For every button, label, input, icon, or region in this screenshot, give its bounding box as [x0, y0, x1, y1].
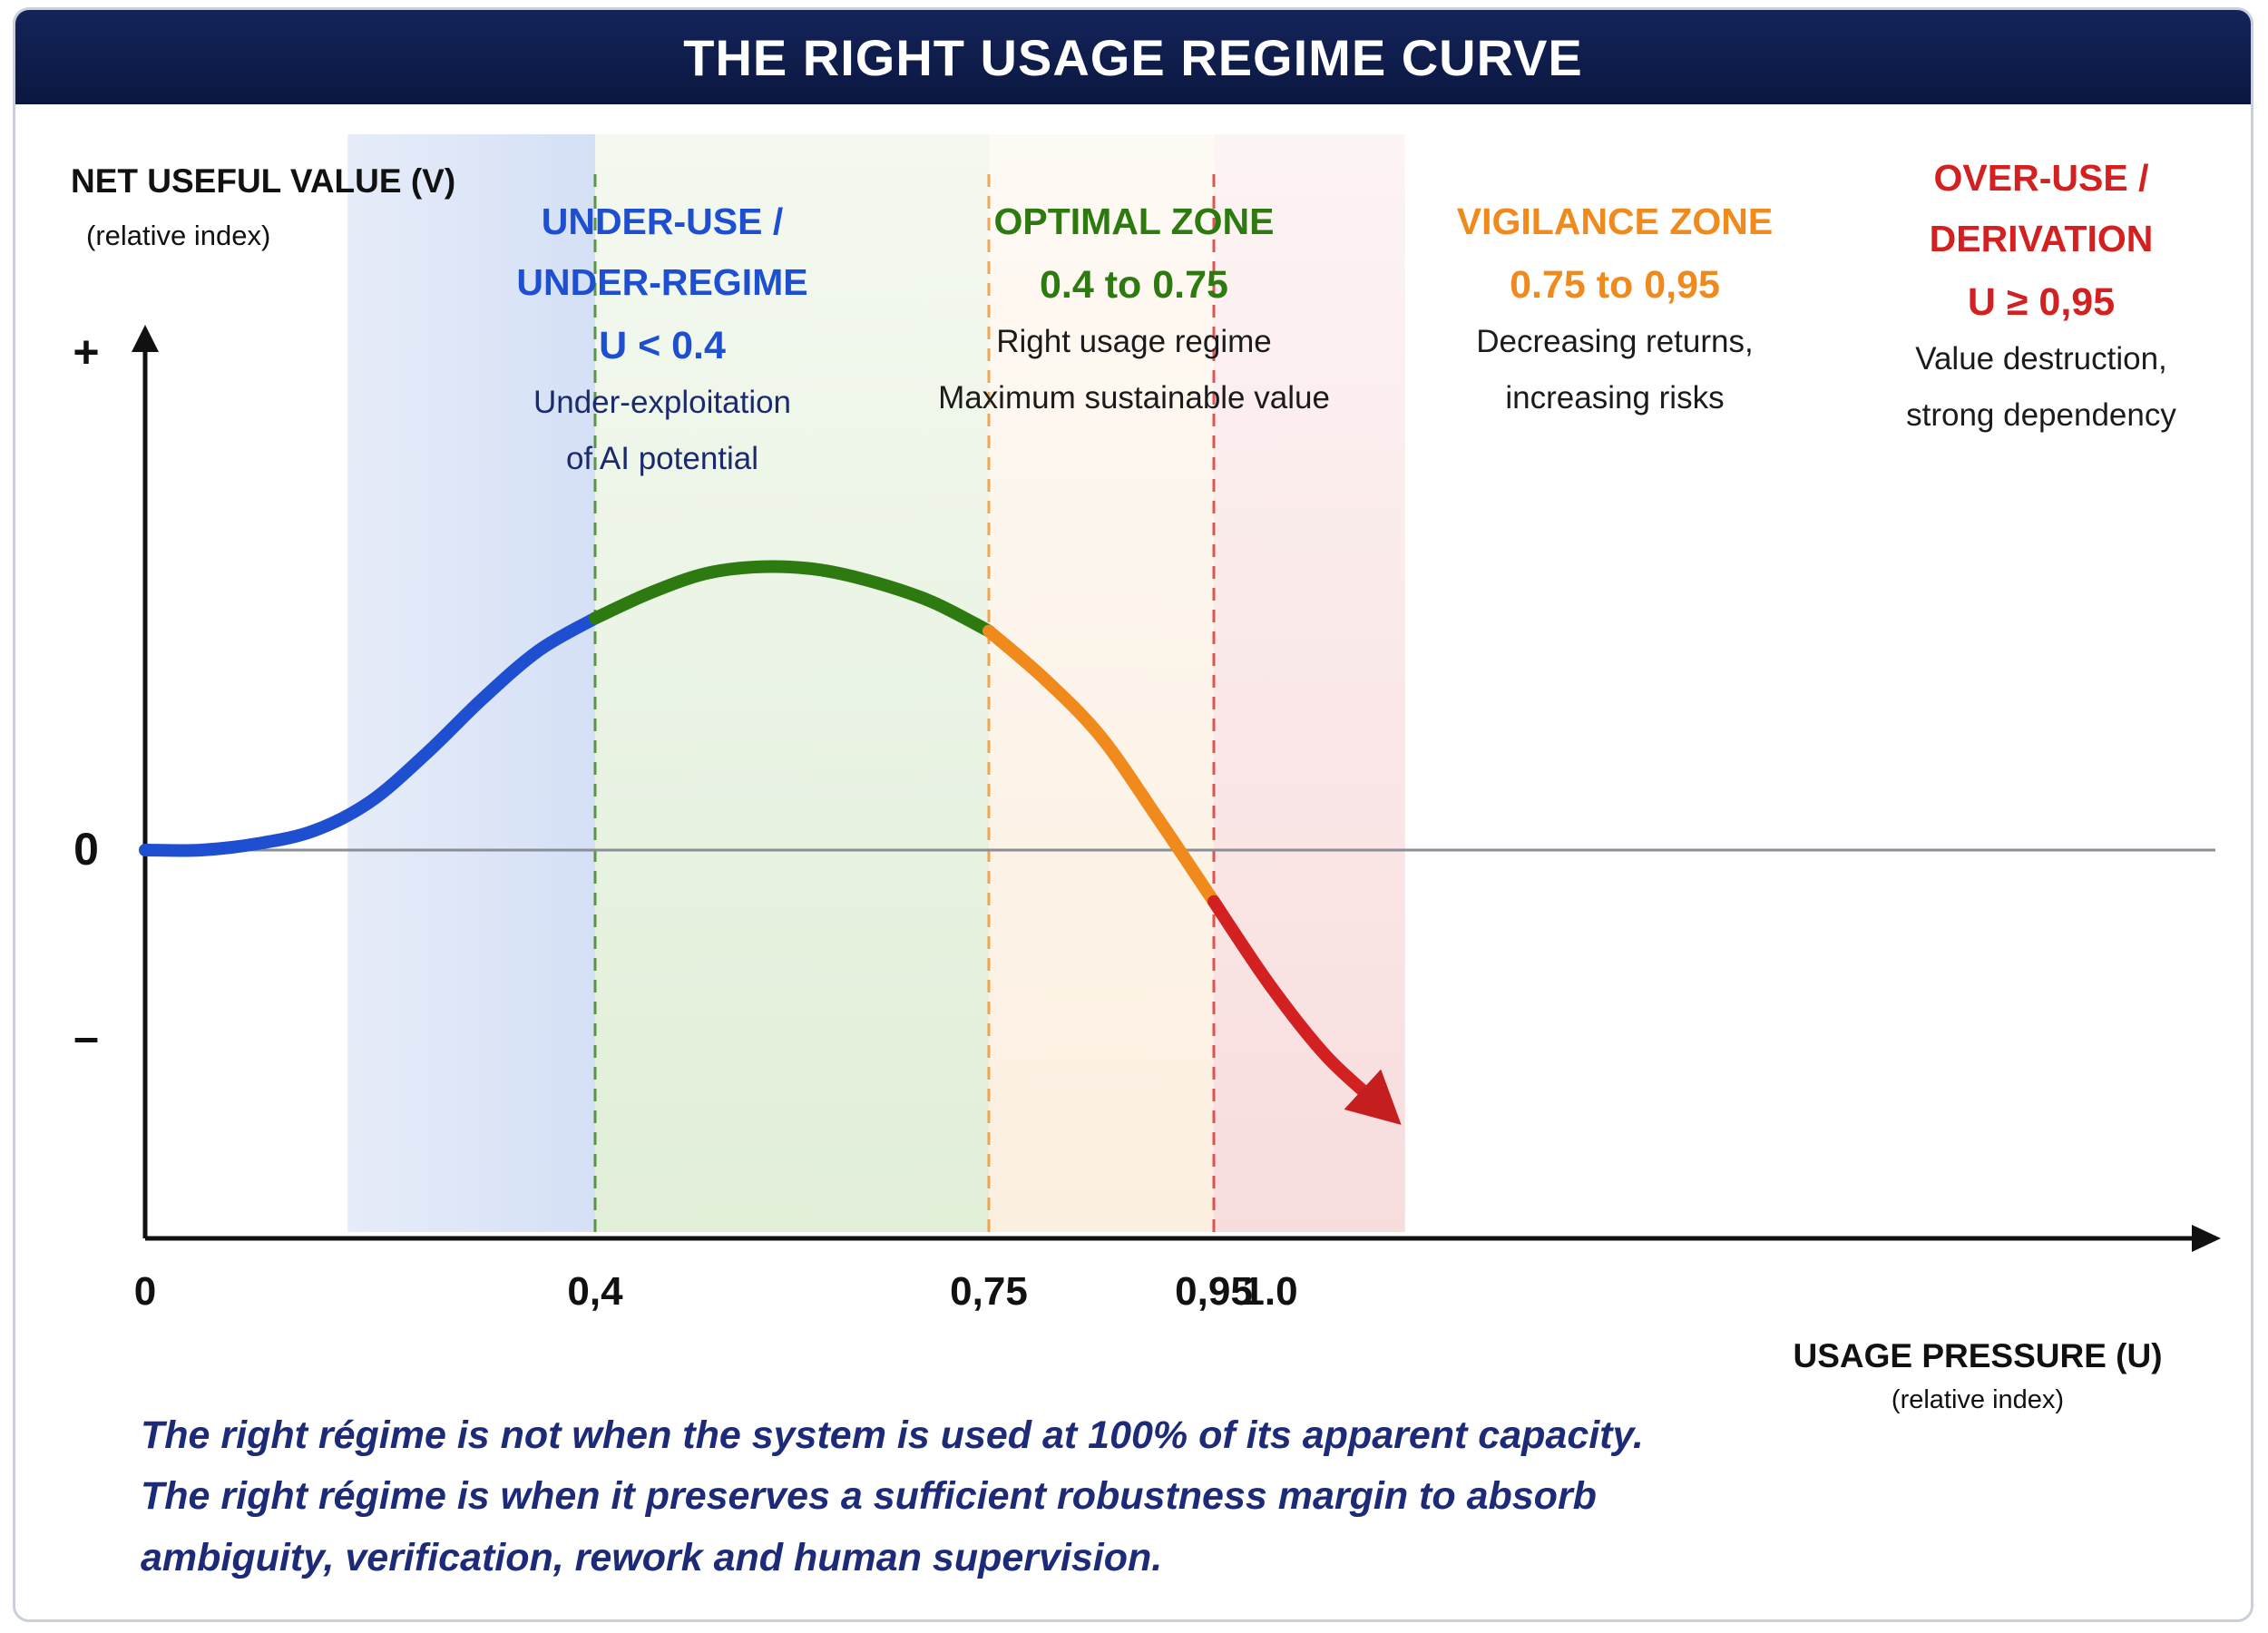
curve-segment-under-use — [139, 611, 601, 857]
y-tick-label: 0 — [73, 824, 99, 875]
zone-range: U < 0.4 — [599, 324, 726, 367]
footer-line-2: The right régime is when it preserves a … — [141, 1474, 1597, 1518]
zone-heading: OVER-USE / — [1934, 157, 2149, 199]
zone-description: increasing risks — [1505, 380, 1724, 416]
curve-segment-optimal — [589, 560, 995, 638]
footer-line-3: ambiguity, verification, rework and huma… — [141, 1536, 1163, 1579]
footer-line-1: The right régime is not when the system … — [141, 1413, 1644, 1457]
x-tick-label: 0,75 — [950, 1269, 1028, 1314]
x-tick-label: 0,95 — [1175, 1269, 1253, 1314]
zone-bg-over-use — [1214, 134, 1405, 1232]
x-axis-subtitle: (relative index) — [1892, 1385, 2064, 1414]
zone-heading: VIGILANCE ZONE — [1457, 200, 1774, 242]
x-axis-title: USAGE PRESSURE (U) — [1793, 1337, 2162, 1374]
zone-description: Decreasing returns, — [1476, 324, 1753, 359]
curve-segment-vigilance — [982, 624, 1220, 908]
title-bar: THE RIGHT USAGE REGIME CURVE — [15, 10, 2251, 104]
y-axis-subtitle: (relative index) — [86, 220, 270, 251]
zone-heading: UNDER-REGIME — [516, 261, 807, 303]
zone-description: Right usage regime — [996, 324, 1272, 359]
y-axis-title: NET USEFUL VALUE (V) — [71, 162, 455, 200]
zone-range: 0.4 to 0.75 — [1040, 263, 1228, 307]
x-axis-arrow-icon — [2192, 1225, 2221, 1252]
x-tick-label: 0,4 — [567, 1269, 623, 1314]
x-tick-label: 1.0 — [1242, 1269, 1297, 1314]
zone-description: strong dependency — [1906, 397, 2176, 433]
zone-bg-optimal — [595, 134, 989, 1232]
zone-description: of AI potential — [566, 441, 758, 476]
curve-segment-over-use — [1207, 895, 1389, 1114]
chart-title: THE RIGHT USAGE REGIME CURVE — [683, 28, 1583, 86]
x-tick-label: 0 — [134, 1269, 156, 1314]
zone-range: U ≥ 0,95 — [1968, 280, 2115, 324]
y-axis-arrow-icon — [132, 325, 159, 352]
zone-bg-vigilance — [989, 134, 1214, 1232]
zone-heading: DERIVATION — [1930, 218, 2154, 259]
zone-heading: OPTIMAL ZONE — [993, 200, 1274, 242]
zone-heading: UNDER-USE / — [542, 200, 784, 242]
y-tick-label: + — [73, 327, 99, 377]
zone-range: 0.75 to 0,95 — [1510, 263, 1720, 307]
zone-description: Maximum sustainable value — [938, 380, 1330, 416]
zone-description: Value destruction, — [1915, 341, 2167, 376]
y-tick-label: – — [73, 1012, 99, 1062]
zone-bg-under-use — [347, 134, 595, 1232]
zone-description: Under-exploitation — [533, 385, 791, 420]
curve-arrow-icon — [1344, 1069, 1402, 1125]
